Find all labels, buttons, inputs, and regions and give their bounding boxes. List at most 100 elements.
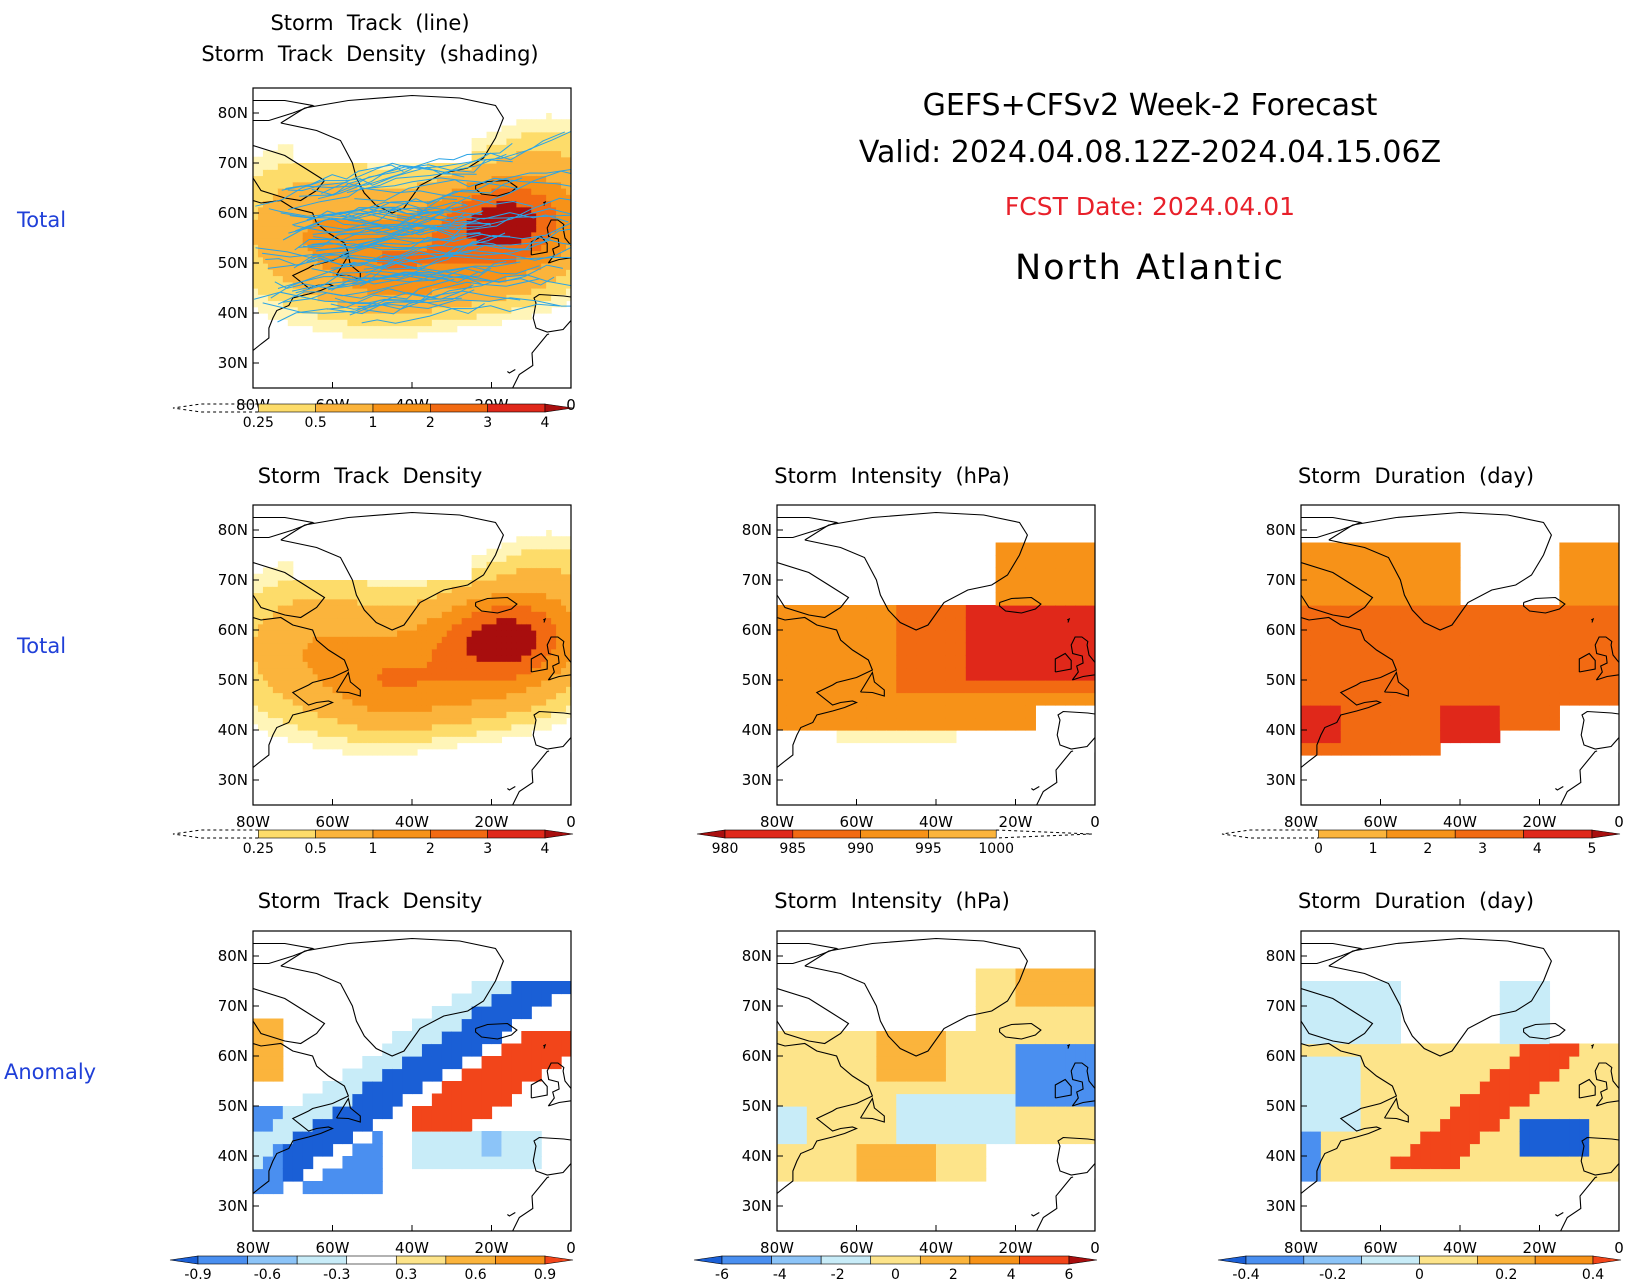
colorbar-label: 1	[1369, 841, 1378, 857]
lat-tick-label: 40N	[218, 721, 248, 739]
colorbar-swatch	[694, 1256, 722, 1264]
lon-tick-label: 20W	[1523, 1239, 1557, 1257]
lat-tick-label: 40N	[1266, 721, 1296, 739]
panel-title-track-lines: Storm Track (line) Storm Track Density (…	[170, 8, 570, 70]
colorbar-label: 0.5	[305, 415, 327, 431]
colorbar-label: -4	[773, 1267, 787, 1283]
colorbar-label: 2	[949, 1267, 958, 1283]
coastline-africa	[503, 334, 571, 463]
lat-tick-label: 70N	[742, 571, 772, 589]
colorbar-swatch	[793, 830, 861, 838]
lat-tick-label: 70N	[1266, 997, 1296, 1015]
colorbar-label: 3	[483, 415, 492, 431]
lon-tick-label: 60W	[840, 1239, 874, 1257]
lat-tick-label: 30N	[218, 771, 248, 789]
row-label-total-1: Total	[17, 208, 66, 232]
lat-tick-label: 80N	[218, 947, 248, 965]
lon-tick-label: 40W	[919, 1239, 953, 1257]
lat-tick-label: 50N	[218, 1097, 248, 1115]
colorbar-swatch	[430, 830, 487, 838]
lon-tick-label: 20W	[999, 813, 1033, 831]
lat-tick-label: 80N	[218, 521, 248, 539]
colorbar-label: 4	[541, 841, 550, 857]
lat-tick-label: 50N	[742, 671, 772, 689]
lon-tick-label: 80W	[1284, 813, 1318, 831]
lon-tick-label: 20W	[999, 1239, 1033, 1257]
colorbar-label: -0.3	[323, 1267, 350, 1283]
lon-tick-label: 80W	[760, 1239, 794, 1257]
colorbar-swatch	[697, 830, 725, 838]
colorbar-swatch	[970, 1256, 1020, 1264]
coastline-iberia	[1581, 712, 1619, 750]
colorbar-swatch	[1387, 830, 1455, 838]
colorbar-label: 1	[369, 415, 378, 431]
lat-tick-label: 70N	[742, 997, 772, 1015]
colorbar-label: 3	[1478, 841, 1487, 857]
colorbar-label: 0.3	[395, 1267, 417, 1283]
lat-tick-label: 40N	[218, 304, 248, 322]
lon-tick-label: 0	[566, 1239, 576, 1257]
coastline-ireland	[531, 1080, 547, 1099]
colorbar-label: 3	[483, 841, 492, 857]
panel-title-density-total: Storm Track Density	[170, 461, 570, 492]
forecast-date: FCST Date: 2024.04.01	[780, 192, 1520, 221]
lat-tick-label: 80N	[742, 947, 772, 965]
lon-tick-label: 80W	[236, 1239, 270, 1257]
colorbar-swatch	[495, 1256, 545, 1264]
lon-tick-label: 80W	[1284, 1239, 1318, 1257]
colorbar-swatch	[1535, 1256, 1593, 1264]
colorbar-swatch	[545, 404, 573, 412]
colorbar-swatch	[920, 1256, 970, 1264]
coastline-africa	[1027, 751, 1095, 880]
lon-tick-label: 0	[1614, 1239, 1624, 1257]
colorbar-swatch	[347, 1256, 397, 1264]
colorbar-label: 1000	[978, 841, 1014, 857]
colorbar-label: 6	[1065, 1267, 1074, 1283]
colorbar-swatch	[198, 1256, 248, 1264]
colorbar-swatch	[248, 1256, 298, 1264]
coastline-iberia	[1057, 712, 1095, 750]
lon-tick-label: 20W	[1523, 813, 1557, 831]
colorbar-label: 0.25	[243, 841, 274, 857]
colorbar-label: -0.9	[184, 1267, 211, 1283]
colorbar-swatch	[373, 404, 430, 412]
lat-tick-label: 70N	[218, 154, 248, 172]
coastline-canary	[1555, 787, 1563, 791]
colorbar-label: -2	[831, 1267, 845, 1283]
lat-tick-label: 50N	[1266, 671, 1296, 689]
colorbar-swatch	[396, 1256, 446, 1264]
colorbar-label: 0.25	[243, 415, 274, 431]
lon-tick-label: 80W	[760, 813, 794, 831]
colorbar-swatch	[170, 1256, 198, 1264]
lon-tick-label: 60W	[1364, 813, 1398, 831]
region-name: North Atlantic	[780, 248, 1520, 288]
lat-tick-label: 30N	[218, 354, 248, 372]
coastline-ellesmere	[777, 518, 837, 538]
colorbar-label: 985	[779, 841, 806, 857]
coastline-ellesmere	[1301, 518, 1361, 538]
colorbar-swatch	[297, 1256, 347, 1264]
coastline-ellesmere	[253, 944, 313, 964]
colorbar-label: 0.2	[1495, 1267, 1517, 1283]
coastline-canary	[1555, 1213, 1563, 1217]
colorbar-swatch	[488, 404, 545, 412]
colorbar-swatch	[430, 404, 487, 412]
colorbar-label: 990	[847, 841, 874, 857]
colorbar-label: -0.2	[1319, 1267, 1346, 1283]
lat-tick-label: 50N	[218, 254, 248, 272]
lat-tick-label: 60N	[1266, 1047, 1296, 1065]
coastline-ellesmere	[253, 101, 313, 121]
lat-tick-label: 30N	[1266, 1197, 1296, 1215]
colorbar-swatch	[545, 830, 573, 838]
colorbar-swatch	[772, 1256, 822, 1264]
colorbar-label: 995	[915, 841, 942, 857]
lat-tick-label: 50N	[742, 1097, 772, 1115]
lat-tick-label: 80N	[218, 104, 248, 122]
colorbar-swatch	[316, 830, 373, 838]
